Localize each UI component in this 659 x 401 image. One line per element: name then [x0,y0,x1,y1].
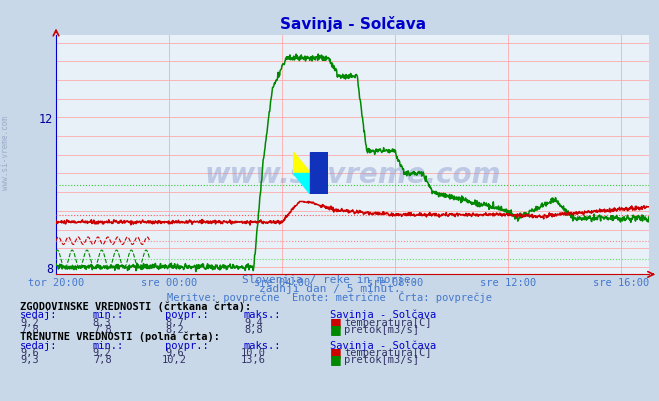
Text: ■: ■ [330,345,341,358]
Polygon shape [310,173,328,194]
Text: Savinja - Solčava: Savinja - Solčava [330,309,436,320]
Text: min.:: min.: [92,340,123,350]
Text: 13,6: 13,6 [241,354,266,364]
Text: pretok[m3/s]: pretok[m3/s] [344,354,419,364]
Text: ■: ■ [330,322,341,335]
Text: povpr.:: povpr.: [165,310,208,320]
Text: pretok[m3/s]: pretok[m3/s] [344,324,419,334]
Title: Savinja - Solčava: Savinja - Solčava [279,16,426,32]
Text: 8,2: 8,2 [165,324,184,334]
Text: ZGODOVINSKE VREDNOSTI (črtkana črta):: ZGODOVINSKE VREDNOSTI (črtkana črta): [20,301,251,312]
Text: 8,3: 8,3 [93,317,111,327]
Text: ■: ■ [330,315,341,328]
Text: 8,7: 8,7 [165,317,184,327]
Text: www.si-vreme.com: www.si-vreme.com [1,115,10,189]
Text: 9,6: 9,6 [20,347,39,357]
Text: sedaj:: sedaj: [20,340,57,350]
Text: zadnji dan / 5 minut.: zadnji dan / 5 minut. [258,284,401,294]
Text: min.:: min.: [92,310,123,320]
Text: temperatura[C]: temperatura[C] [344,347,432,357]
Text: ■: ■ [330,352,341,365]
Text: 7,8: 7,8 [93,354,111,364]
Text: www.si-vreme.com: www.si-vreme.com [204,160,501,188]
Text: 9,6: 9,6 [165,347,184,357]
Text: 10,2: 10,2 [162,354,187,364]
Text: Savinja - Solčava: Savinja - Solčava [330,339,436,350]
Text: Slovenija / reke in morje.: Slovenija / reke in morje. [242,275,417,285]
Polygon shape [293,173,310,194]
Text: Meritve: povprečne  Enote: metrične  Črta: povprečje: Meritve: povprečne Enote: metrične Črta:… [167,290,492,302]
Text: maks.:: maks.: [244,310,281,320]
Text: povpr.:: povpr.: [165,340,208,350]
Text: 7,8: 7,8 [20,324,39,334]
Text: 8,8: 8,8 [244,324,263,334]
Polygon shape [310,152,328,173]
Text: 10,0: 10,0 [241,347,266,357]
Text: 9,4: 9,4 [244,317,263,327]
Text: 9,2: 9,2 [20,317,39,327]
Text: 9,2: 9,2 [93,347,111,357]
Text: TRENUTNE VREDNOSTI (polna črta):: TRENUTNE VREDNOSTI (polna črta): [20,331,219,342]
Text: 7,8: 7,8 [93,324,111,334]
Polygon shape [293,152,310,173]
Text: sedaj:: sedaj: [20,310,57,320]
Text: maks.:: maks.: [244,340,281,350]
Text: temperatura[C]: temperatura[C] [344,317,432,327]
Text: 9,3: 9,3 [20,354,39,364]
